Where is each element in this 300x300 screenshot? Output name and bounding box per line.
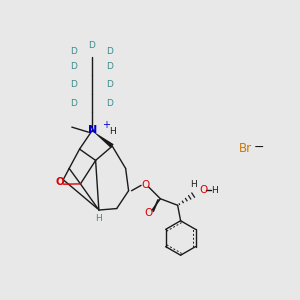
Text: +: + (102, 120, 110, 130)
Text: D: D (70, 62, 77, 71)
Text: D: D (70, 80, 77, 89)
Text: D: D (106, 80, 113, 89)
Text: O: O (144, 208, 153, 218)
Text: O: O (141, 180, 150, 190)
Text: D: D (106, 47, 113, 56)
Text: O: O (200, 185, 208, 195)
Text: D: D (70, 47, 77, 56)
Text: Br: Br (238, 142, 252, 155)
Text: H: H (95, 214, 102, 224)
Text: O: O (56, 177, 64, 188)
Text: N: N (88, 125, 97, 135)
Text: D: D (88, 41, 95, 50)
Polygon shape (92, 131, 114, 148)
Text: H: H (109, 127, 116, 136)
Polygon shape (61, 178, 64, 182)
Text: D: D (70, 98, 77, 107)
Text: −: − (254, 140, 265, 154)
Text: H: H (211, 186, 217, 195)
Text: D: D (106, 62, 113, 71)
Text: H: H (190, 180, 197, 189)
Text: D: D (106, 98, 113, 107)
